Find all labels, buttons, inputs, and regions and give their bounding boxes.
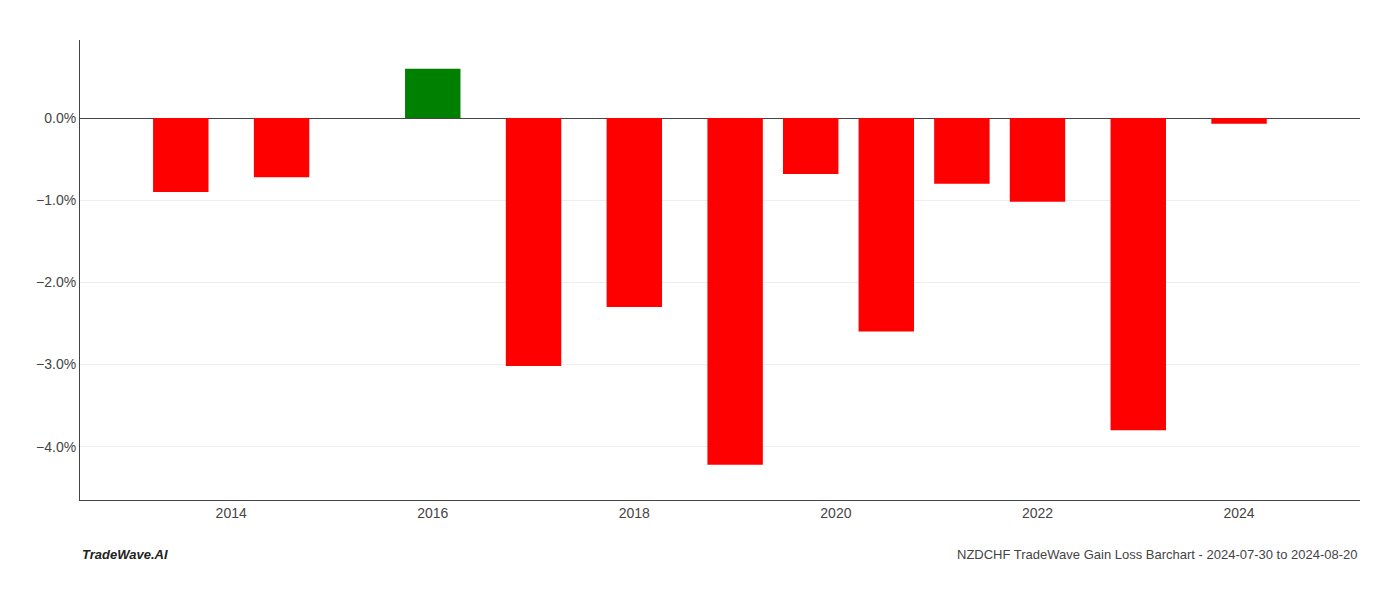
svg-text:−3.0%: −3.0% bbox=[36, 356, 76, 372]
svg-text:−2.0%: −2.0% bbox=[36, 274, 76, 290]
svg-text:2016: 2016 bbox=[417, 505, 448, 521]
svg-text:2018: 2018 bbox=[619, 505, 650, 521]
svg-text:2020: 2020 bbox=[820, 505, 851, 521]
svg-text:−4.0%: −4.0% bbox=[36, 439, 76, 455]
svg-text:2014: 2014 bbox=[216, 505, 247, 521]
svg-text:0.0%: 0.0% bbox=[44, 110, 76, 126]
svg-text:TradeWave.AI: TradeWave.AI bbox=[82, 547, 168, 562]
svg-text:2022: 2022 bbox=[1022, 505, 1053, 521]
svg-text:NZDCHF TradeWave Gain Loss Bar: NZDCHF TradeWave Gain Loss Barchart - 20… bbox=[957, 547, 1358, 562]
svg-text:−1.0%: −1.0% bbox=[36, 192, 76, 208]
svg-text:2024: 2024 bbox=[1223, 505, 1254, 521]
